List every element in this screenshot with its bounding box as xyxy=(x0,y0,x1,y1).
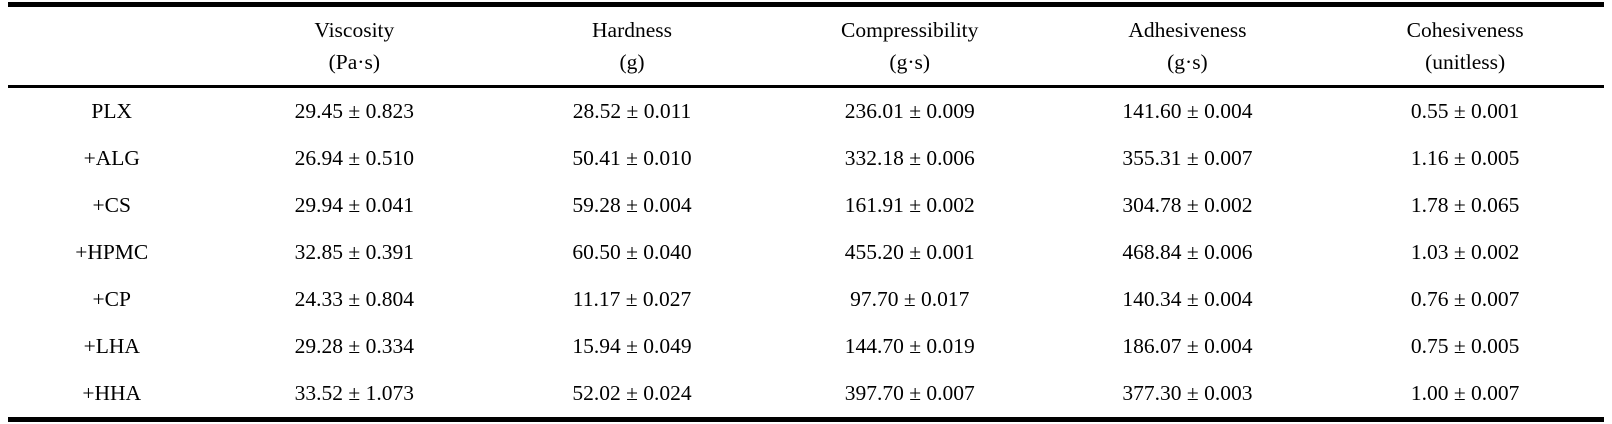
cell-viscosity: 32.85 ± 0.391 xyxy=(294,240,414,264)
row-label: +CP xyxy=(92,287,131,311)
column-header-hardness: Hardness (g) xyxy=(493,7,771,87)
column-name: Hardness xyxy=(592,18,673,42)
row-label: +CS xyxy=(92,193,131,217)
cell-cohesiveness: 0.55 ± 0.001 xyxy=(1410,99,1520,123)
table-row-hpmc: +HPMC 32.85 ± 0.391 60.50 ± 0.040 455.20… xyxy=(8,229,1604,276)
column-unit: (Pa·s) xyxy=(328,50,380,74)
cell-adhesiveness: 304.78 ± 0.002 xyxy=(1122,193,1253,217)
column-name: Compressibility xyxy=(841,18,979,42)
column-name: Adhesiveness xyxy=(1128,18,1247,42)
cell-compressibility: 236.01 ± 0.009 xyxy=(844,99,975,123)
table-row-alg: +ALG 26.94 ± 0.510 50.41 ± 0.010 332.18 … xyxy=(8,135,1604,182)
column-header-adhesiveness: Adhesiveness (g·s) xyxy=(1049,7,1327,87)
cell-hardness: 52.02 ± 0.024 xyxy=(572,381,692,405)
cell-cohesiveness: 1.78 ± 0.065 xyxy=(1410,193,1520,217)
row-label: +LHA xyxy=(83,334,140,358)
row-label: +ALG xyxy=(83,146,140,170)
texture-properties-table: Viscosity (Pa·s) Hardness (g) Compressib… xyxy=(8,7,1604,417)
cell-viscosity: 26.94 ± 0.510 xyxy=(294,146,414,170)
column-header-compressibility: Compressibility (g·s) xyxy=(771,7,1049,87)
cell-hardness: 28.52 ± 0.011 xyxy=(572,99,692,123)
table-row-cp: +CP 24.33 ± 0.804 11.17 ± 0.027 97.70 ± … xyxy=(8,276,1604,323)
column-unit: (g·s) xyxy=(889,50,931,74)
cell-cohesiveness: 0.75 ± 0.005 xyxy=(1410,334,1520,358)
table-header: Viscosity (Pa·s) Hardness (g) Compressib… xyxy=(8,7,1604,87)
column-unit: (g) xyxy=(619,50,645,74)
cell-adhesiveness: 468.84 ± 0.006 xyxy=(1122,240,1253,264)
row-label: +HPMC xyxy=(75,240,149,264)
column-unit: (g·s) xyxy=(1167,50,1208,74)
cell-compressibility: 455.20 ± 0.001 xyxy=(844,240,975,264)
cell-viscosity: 29.94 ± 0.041 xyxy=(294,193,414,217)
header-row: Viscosity (Pa·s) Hardness (g) Compressib… xyxy=(8,7,1604,87)
cell-adhesiveness: 355.31 ± 0.007 xyxy=(1122,146,1253,170)
cell-hardness: 60.50 ± 0.040 xyxy=(572,240,692,264)
cell-hardness: 11.17 ± 0.027 xyxy=(572,287,692,311)
table-row-lha: +LHA 29.28 ± 0.334 15.94 ± 0.049 144.70 … xyxy=(8,323,1604,370)
cell-viscosity: 29.45 ± 0.823 xyxy=(294,99,414,123)
cell-adhesiveness: 141.60 ± 0.004 xyxy=(1122,99,1253,123)
cell-compressibility: 144.70 ± 0.019 xyxy=(844,334,975,358)
cell-compressibility: 97.70 ± 0.017 xyxy=(850,287,970,311)
cell-compressibility: 332.18 ± 0.006 xyxy=(844,146,975,170)
cell-viscosity: 29.28 ± 0.334 xyxy=(294,334,414,358)
table-body: PLX 29.45 ± 0.823 28.52 ± 0.011 236.01 ±… xyxy=(8,87,1604,418)
cell-viscosity: 33.52 ± 1.073 xyxy=(294,381,414,405)
row-label: +HHA xyxy=(82,381,142,405)
results-table-container: Viscosity (Pa·s) Hardness (g) Compressib… xyxy=(8,2,1604,422)
column-name: Cohesiveness xyxy=(1406,18,1524,42)
row-label: PLX xyxy=(91,99,133,123)
column-unit: (unitless) xyxy=(1425,50,1506,74)
cell-cohesiveness: 0.76 ± 0.007 xyxy=(1410,287,1520,311)
cell-cohesiveness: 1.03 ± 0.002 xyxy=(1410,240,1520,264)
table-row-cs: +CS 29.94 ± 0.041 59.28 ± 0.004 161.91 ±… xyxy=(8,182,1604,229)
cell-adhesiveness: 186.07 ± 0.004 xyxy=(1122,334,1253,358)
cell-compressibility: 161.91 ± 0.002 xyxy=(844,193,975,217)
cell-hardness: 15.94 ± 0.049 xyxy=(572,334,692,358)
cell-hardness: 50.41 ± 0.010 xyxy=(572,146,692,170)
cell-adhesiveness: 377.30 ± 0.003 xyxy=(1122,381,1253,405)
cell-compressibility: 397.70 ± 0.007 xyxy=(844,381,975,405)
column-header-cohesiveness: Cohesiveness (unitless) xyxy=(1326,7,1604,87)
cell-viscosity: 24.33 ± 0.804 xyxy=(294,287,414,311)
cell-cohesiveness: 1.00 ± 0.007 xyxy=(1410,381,1520,405)
cell-adhesiveness: 140.34 ± 0.004 xyxy=(1122,287,1253,311)
column-header-viscosity: Viscosity (Pa·s) xyxy=(215,7,493,87)
column-name: Viscosity xyxy=(314,18,395,42)
column-header-sample xyxy=(8,7,215,87)
cell-hardness: 59.28 ± 0.004 xyxy=(572,193,692,217)
cell-cohesiveness: 1.16 ± 0.005 xyxy=(1410,146,1520,170)
table-row-plx: PLX 29.45 ± 0.823 28.52 ± 0.011 236.01 ±… xyxy=(8,87,1604,136)
table-row-hha: +HHA 33.52 ± 1.073 52.02 ± 0.024 397.70 … xyxy=(8,370,1604,417)
